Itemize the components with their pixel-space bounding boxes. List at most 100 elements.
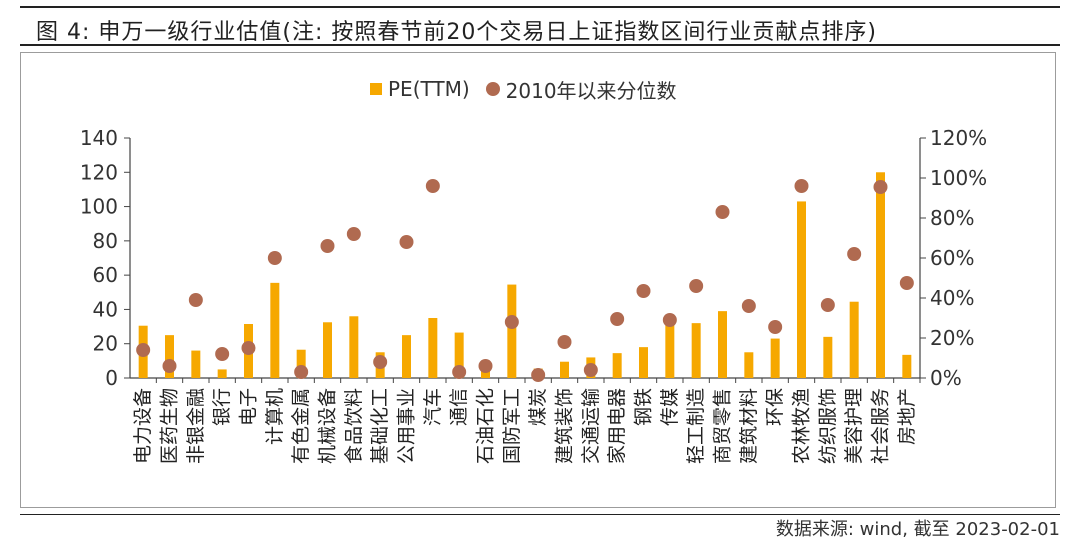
- x-category-label: 计算机: [264, 388, 286, 445]
- percentile-point: [662, 313, 677, 327]
- percentile-point: [873, 180, 888, 194]
- pe-bar: [612, 353, 622, 378]
- x-category-label: 电子: [238, 388, 260, 426]
- pe-bar: [823, 336, 833, 378]
- pe-bar: [797, 201, 806, 378]
- y-right-tick-label: 20%: [930, 326, 974, 350]
- percentile-point: [899, 276, 914, 290]
- figure-title: 图 4: 申万一级行业估值(注: 按照春节前20个交易日上证指数区间行业贡献点排…: [36, 20, 877, 45]
- pe-bar: [191, 350, 201, 378]
- y-left-tick-label: 120: [80, 160, 118, 184]
- x-category-label: 商贸零售: [712, 388, 734, 464]
- title-bar: 图 4: 申万一级行业估值(注: 按照春节前20个交易日上证指数区间行业贡献点排…: [20, 6, 1060, 46]
- x-category-label: 环保: [764, 388, 786, 426]
- percentile-point: [557, 335, 572, 349]
- percentile-point: [768, 320, 783, 334]
- x-category-label: 建筑装饰: [554, 388, 576, 464]
- y-left-tick-label: 60: [93, 263, 118, 287]
- x-category-label: 美容护理: [843, 388, 865, 464]
- x-category-label: 煤炭: [527, 388, 549, 426]
- x-category-label: 汽车: [422, 388, 444, 426]
- pe-bar: [270, 282, 280, 378]
- x-category-label: 基础化工: [369, 388, 391, 464]
- percentile-point: [820, 298, 835, 312]
- percentile-point: [741, 299, 756, 313]
- x-category-label: 房地产: [896, 388, 918, 445]
- legend-label-pe: PE(TTM): [388, 77, 470, 101]
- x-category-label: 医药生物: [159, 388, 181, 464]
- percentile-point: [610, 312, 625, 326]
- percentile-point: [267, 251, 282, 265]
- legend-dot-swatch: [485, 82, 500, 96]
- pe-bar: [744, 352, 754, 378]
- percentile-point: [636, 284, 651, 298]
- legend-bar-swatch: [370, 83, 382, 95]
- y-right-tick-label: 80%: [930, 206, 974, 230]
- x-category-label: 建筑材料: [738, 388, 760, 464]
- x-category-label: 非银金融: [185, 388, 207, 464]
- percentile-point: [478, 359, 493, 373]
- pe-bar: [402, 335, 411, 378]
- percentile-point: [241, 341, 256, 355]
- pe-bar: [902, 354, 912, 378]
- percentile-point: [188, 293, 203, 307]
- x-category-label: 公用事业: [396, 388, 418, 464]
- x-category-label: 通信: [448, 388, 470, 426]
- percentile-point: [136, 343, 151, 357]
- pe-bar: [165, 335, 174, 378]
- percentile-point: [425, 179, 440, 193]
- x-category-label: 钢铁: [633, 388, 655, 426]
- x-category-label: 电力设备: [132, 388, 154, 464]
- legend-label-percentile: 2010年以来分位数: [505, 78, 677, 103]
- y-right-tick-label: 100%: [930, 166, 987, 190]
- percentile-point: [794, 179, 809, 193]
- x-category-label: 食品饮料: [343, 388, 365, 464]
- y-right-tick-label: 0%: [930, 366, 962, 390]
- pe-bar: [507, 284, 517, 378]
- percentile-point: [847, 247, 862, 261]
- x-category-label: 石油石化: [475, 388, 497, 464]
- percentile-point: [215, 347, 230, 361]
- y-left-tick-label: 20: [93, 332, 118, 356]
- pe-bar: [217, 369, 227, 378]
- percentile-point: [162, 359, 177, 373]
- pe-bar: [349, 316, 359, 378]
- percentile-point: [399, 235, 414, 249]
- y-right-tick-label: 120%: [930, 126, 987, 150]
- y-left-tick-label: 80: [93, 229, 118, 253]
- pe-bar: [296, 349, 306, 378]
- pe-bar: [849, 301, 859, 378]
- x-category-label: 纺织服饰: [817, 388, 839, 464]
- pe-bar: [770, 338, 780, 378]
- pe-bar: [718, 311, 727, 378]
- pe-bar: [665, 321, 675, 378]
- percentile-point: [294, 365, 309, 379]
- percentile-point: [452, 365, 467, 379]
- x-category-label: 国防军工: [501, 388, 523, 464]
- pe-bar: [560, 361, 569, 378]
- percentile-point: [689, 279, 704, 293]
- x-category-label: 轻工制造: [685, 388, 707, 464]
- percentile-point: [346, 227, 361, 241]
- y-left-tick-label: 140: [80, 126, 118, 150]
- pe-bar: [639, 347, 648, 378]
- pe-bar: [323, 322, 332, 378]
- y-left-tick-label: 40: [93, 297, 118, 321]
- x-category-label: 农林牧渔: [791, 388, 813, 464]
- y-left-tick-label: 100: [80, 195, 118, 219]
- chart-frame: [20, 52, 1056, 508]
- x-category-label: 家用电器: [606, 388, 628, 464]
- y-right-tick-label: 40%: [930, 286, 974, 310]
- footer-rule: [20, 514, 1060, 515]
- pe-bar: [876, 172, 885, 378]
- percentile-point: [715, 205, 730, 219]
- pe-bar: [691, 323, 701, 378]
- source-note: 数据来源: wind, 截至 2023-02-01: [775, 519, 1060, 540]
- x-category-label: 传媒: [659, 388, 681, 426]
- x-category-label: 有色金属: [290, 388, 312, 464]
- chart-legend: PE(TTM) 2010年以来分位数: [370, 76, 677, 103]
- pe-bar: [428, 318, 438, 378]
- x-category-label: 社会服务: [870, 388, 892, 464]
- y-left-tick-label: 0: [105, 366, 118, 390]
